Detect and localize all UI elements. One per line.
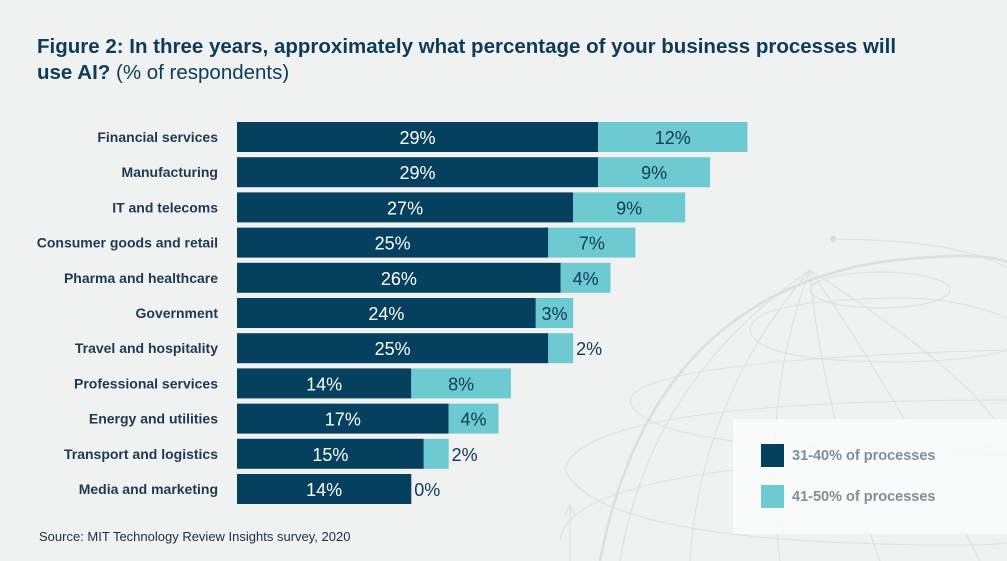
category-label: Consumer goods and retail [37, 235, 218, 251]
data-label-41-50: 2% [452, 445, 478, 465]
data-label-41-50: 7% [579, 234, 605, 254]
bar-segment-31-40 [237, 333, 549, 364]
data-label-41-50: 8% [448, 374, 474, 394]
bar-segment-41-50 [423, 438, 449, 469]
bar-segment-41-50 [548, 333, 574, 364]
data-label-41-50: 9% [616, 198, 642, 218]
source-note: Source: MIT Technology Review Insights s… [39, 529, 351, 544]
category-label: Financial services [97, 129, 218, 145]
data-label-41-50: 4% [461, 410, 487, 430]
bar-segment-41-50 [448, 403, 499, 434]
bar-segment-31-40 [237, 192, 574, 223]
bar-segment-31-40 [237, 474, 412, 504]
category-label: IT and telecoms [112, 199, 218, 215]
data-label-41-50: 3% [541, 304, 567, 324]
data-label-41-50: 0% [414, 480, 440, 500]
legend-swatch-light [761, 485, 784, 508]
chart-title: Figure 2: In three years, approximately … [37, 34, 937, 86]
legend-label: 41-50% of processes [792, 488, 936, 505]
category-label: Manufacturing [122, 164, 218, 180]
bar-segment-41-50 [548, 227, 636, 258]
bar-segment-31-40 [237, 403, 449, 434]
category-label: Energy and utilities [89, 411, 218, 427]
title-subtitle: (% of respondents) [116, 61, 290, 84]
data-label-41-50: 12% [655, 128, 691, 148]
data-label-41-50: 4% [573, 269, 599, 289]
category-label: Travel and hospitality [75, 340, 218, 356]
category-label: Media and marketing [79, 481, 218, 497]
data-label-31-40: 14% [306, 480, 342, 500]
legend-swatch-dark [761, 444, 784, 467]
category-label: Transport and logistics [64, 446, 218, 462]
bar-segment-41-50 [535, 298, 574, 328]
bar-segment-31-40 [237, 157, 599, 188]
data-label-31-40: 26% [381, 269, 417, 289]
data-label-31-40: 17% [325, 410, 361, 430]
category-label: Government [136, 305, 219, 321]
data-label-31-40: 24% [368, 304, 404, 324]
data-label-31-40: 25% [375, 339, 411, 359]
category-label: Professional services [74, 375, 218, 391]
legend: 31-40% of processes 41-50% of processes [733, 419, 1007, 534]
data-label-31-40: 27% [387, 198, 423, 218]
bar-segment-31-40 [237, 368, 412, 399]
category-label: Pharma and healthcare [64, 270, 218, 286]
legend-label: 31-40% of processes [792, 447, 936, 464]
bar-segment-41-50 [598, 122, 748, 152]
bar-segment-41-50 [598, 157, 711, 188]
bar-segment-31-40 [237, 438, 424, 469]
bar-segment-31-40 [237, 122, 599, 152]
data-label-31-40: 29% [400, 128, 436, 148]
data-label-31-40: 15% [312, 445, 348, 465]
data-label-31-40: 14% [306, 374, 342, 394]
title-bold: Figure 2: In three years, approximately … [37, 35, 897, 84]
bar-segment-41-50 [560, 262, 611, 293]
data-label-31-40: 29% [400, 163, 436, 183]
bar-segment-31-40 [237, 298, 536, 328]
data-label-41-50: 9% [641, 163, 667, 183]
bar-segment-31-40 [237, 227, 549, 258]
legend-item-41-50: 41-50% of processes [761, 485, 935, 508]
bar-segment-41-50 [573, 192, 686, 223]
bar-segment-31-40 [237, 262, 561, 293]
data-label-41-50: 2% [576, 339, 602, 359]
legend-item-31-40: 31-40% of processes [761, 444, 935, 467]
data-label-31-40: 25% [375, 234, 411, 254]
bar-segment-41-50 [411, 368, 511, 399]
